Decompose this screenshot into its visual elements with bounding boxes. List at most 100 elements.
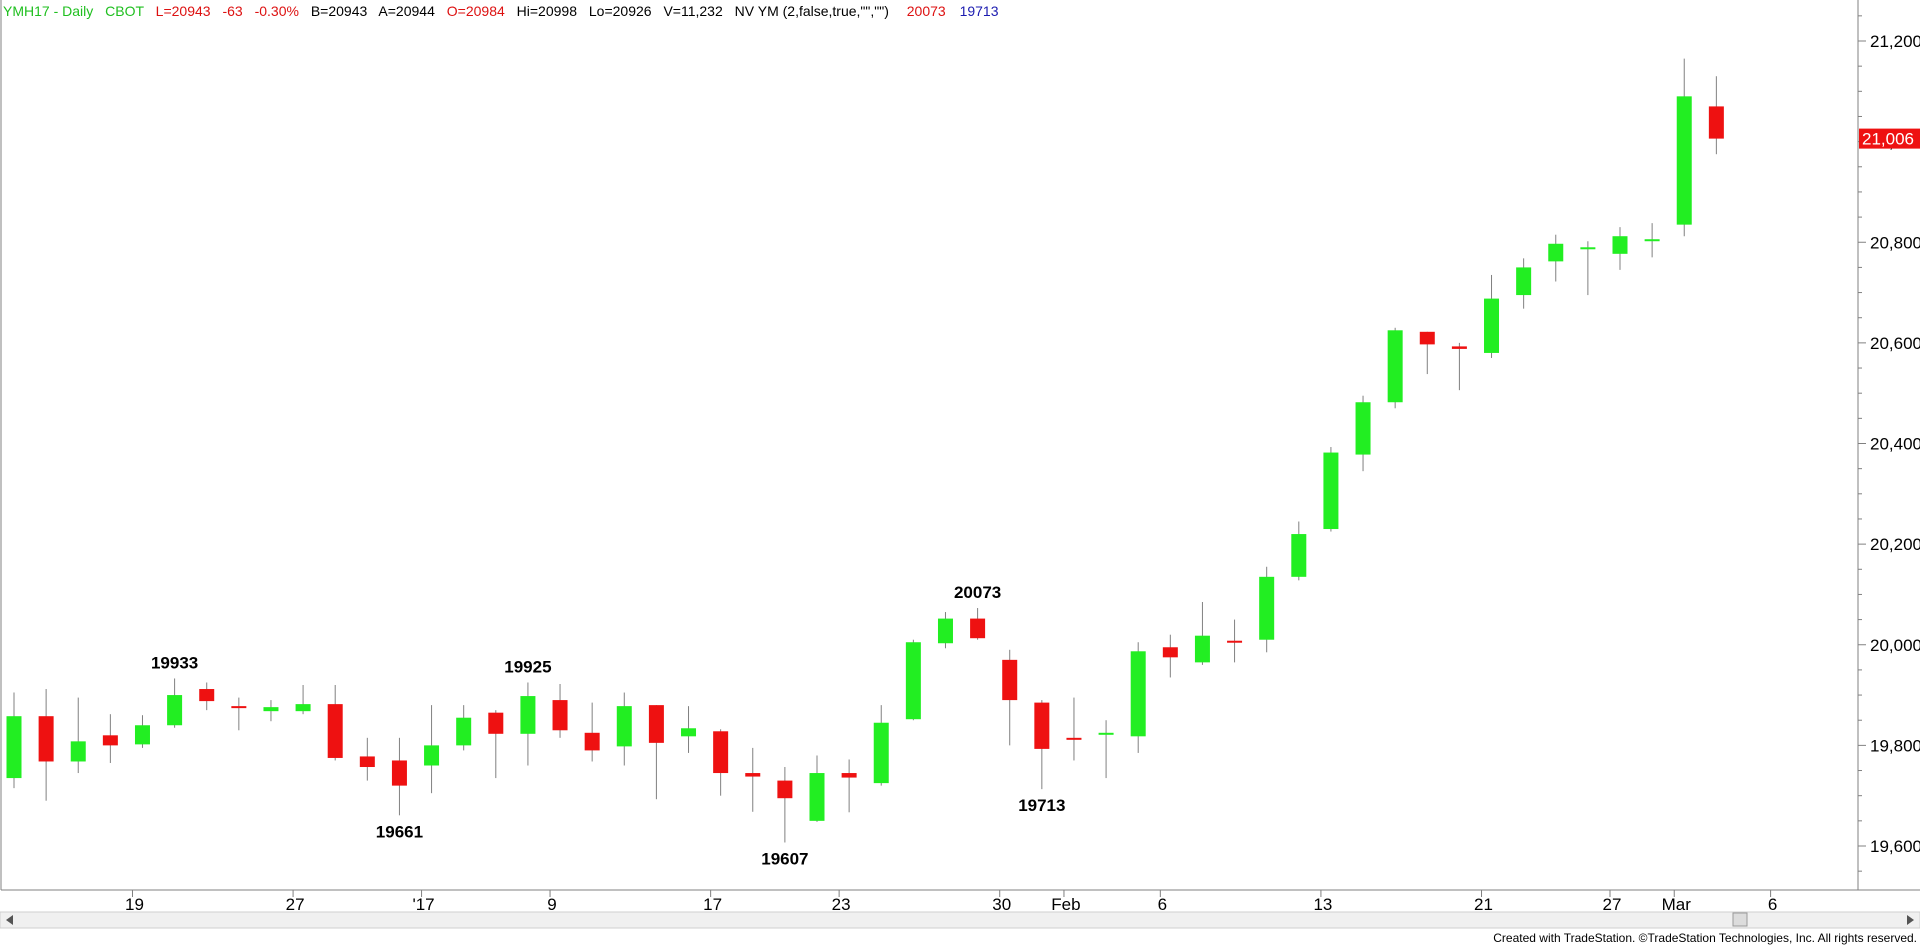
last-price-tag-label: 21,006 bbox=[1862, 130, 1914, 149]
y-tick-label: 19,600 bbox=[1870, 837, 1920, 856]
candle-body-up bbox=[1259, 576, 1275, 640]
scrollbar-thumb[interactable] bbox=[1732, 912, 1748, 927]
candle bbox=[1098, 720, 1114, 779]
candle bbox=[1259, 566, 1275, 653]
x-tick-label: 27 bbox=[286, 895, 305, 914]
y-tick-label: 21,200 bbox=[1870, 32, 1920, 51]
candle bbox=[1066, 697, 1082, 761]
candle bbox=[905, 639, 921, 721]
candle bbox=[1419, 331, 1435, 375]
candle-body-up bbox=[905, 642, 921, 720]
swing-label: 19713 bbox=[1018, 796, 1065, 815]
candle bbox=[1162, 634, 1178, 678]
candle bbox=[873, 705, 889, 786]
horizontal-scrollbar[interactable] bbox=[0, 911, 1920, 929]
candle bbox=[359, 737, 375, 781]
candle bbox=[1708, 76, 1724, 155]
scroll-right-arrow-icon[interactable] bbox=[1907, 915, 1914, 925]
candlestick-series bbox=[6, 58, 1724, 843]
candle bbox=[1323, 447, 1339, 532]
candle-body-up bbox=[263, 707, 279, 712]
candle-body-down bbox=[745, 773, 761, 777]
candle bbox=[102, 714, 118, 763]
candle bbox=[295, 685, 311, 715]
last-price-tag-bg bbox=[1859, 128, 1920, 149]
candle-body-down bbox=[1162, 647, 1178, 658]
candle-body-down bbox=[1227, 640, 1243, 643]
candle-body-up bbox=[70, 741, 86, 762]
candle bbox=[263, 700, 279, 722]
swing-annotations: 19933 19661 19925 19607 20073 19713 bbox=[151, 583, 1066, 868]
candle-body-up bbox=[1130, 651, 1146, 737]
candle bbox=[937, 612, 953, 649]
candle bbox=[970, 608, 986, 640]
header-last: L=20943 bbox=[156, 3, 211, 19]
candle-body-up bbox=[937, 618, 953, 644]
x-tick-label: Feb bbox=[1051, 895, 1080, 914]
x-tick-label: 13 bbox=[1313, 895, 1332, 914]
scrollbar-track[interactable] bbox=[0, 911, 1920, 929]
candle bbox=[745, 747, 761, 812]
candle-body-up bbox=[456, 717, 472, 746]
candle bbox=[777, 767, 793, 843]
y-tick-label: 20,400 bbox=[1870, 435, 1920, 454]
header-indicator: NV YM (2,false,true,"","") bbox=[735, 3, 889, 19]
candle bbox=[167, 678, 183, 728]
candle bbox=[38, 689, 54, 801]
candle bbox=[6, 692, 22, 789]
header-ask: A=20944 bbox=[378, 3, 435, 19]
x-tick-label: Mar bbox=[1662, 895, 1692, 914]
candle bbox=[648, 705, 664, 800]
x-tick-label: 21 bbox=[1474, 895, 1493, 914]
swing-label: 19661 bbox=[376, 822, 423, 841]
header-indicator-value-1: 20073 bbox=[907, 3, 946, 19]
candle-body-down bbox=[102, 735, 118, 746]
candle-body-up bbox=[134, 725, 150, 745]
candle-body-up bbox=[1355, 402, 1371, 455]
candle-body-up bbox=[809, 773, 825, 821]
swing-label: 20073 bbox=[954, 583, 1001, 602]
candle bbox=[1130, 642, 1146, 753]
candle-body-down bbox=[1034, 702, 1050, 749]
last-price-tag: 21,006 bbox=[1859, 128, 1920, 149]
x-tick-label: '17 bbox=[412, 895, 434, 914]
candle-body-down bbox=[199, 689, 215, 702]
candle-body-up bbox=[167, 695, 183, 726]
candle bbox=[391, 737, 407, 816]
footer-credit: Created with TradeStation. ©TradeStation… bbox=[1493, 931, 1917, 945]
candle bbox=[681, 706, 697, 753]
x-tick-label: 23 bbox=[832, 895, 851, 914]
header-low: Lo=20926 bbox=[589, 3, 652, 19]
candle-body-up bbox=[1612, 236, 1628, 254]
candle-body-up bbox=[616, 706, 632, 747]
candle bbox=[1612, 227, 1628, 270]
x-tick-label: 6 bbox=[1158, 895, 1167, 914]
candle bbox=[616, 692, 632, 766]
candle bbox=[713, 729, 729, 796]
candle-body-up bbox=[1676, 96, 1692, 225]
candle-body-down bbox=[488, 712, 504, 734]
swing-label: 19607 bbox=[761, 849, 808, 868]
candle bbox=[488, 710, 504, 779]
candle bbox=[199, 682, 215, 711]
header-volume: V=11,232 bbox=[663, 3, 723, 19]
candle bbox=[134, 715, 150, 748]
candle-body-up bbox=[1194, 635, 1210, 663]
candle-body-up bbox=[1516, 267, 1532, 296]
candle-body-up bbox=[1098, 732, 1114, 735]
candle-body-down bbox=[552, 700, 568, 731]
candle bbox=[1227, 619, 1243, 663]
candle-body-down bbox=[1708, 106, 1724, 139]
candle-body-up bbox=[1323, 452, 1339, 530]
candle bbox=[1451, 342, 1467, 391]
candle-body-down bbox=[1419, 331, 1435, 345]
header-change: -63 bbox=[222, 3, 242, 19]
candle-body-down bbox=[231, 706, 247, 709]
candle bbox=[1002, 649, 1018, 746]
header-change-pct: -0.30% bbox=[255, 3, 299, 19]
candle-body-up bbox=[1548, 243, 1564, 262]
candle-body-up bbox=[1580, 247, 1596, 250]
candle-body-down bbox=[713, 731, 729, 774]
candle-body-down bbox=[38, 716, 54, 762]
scroll-left-arrow-icon[interactable] bbox=[6, 915, 13, 925]
